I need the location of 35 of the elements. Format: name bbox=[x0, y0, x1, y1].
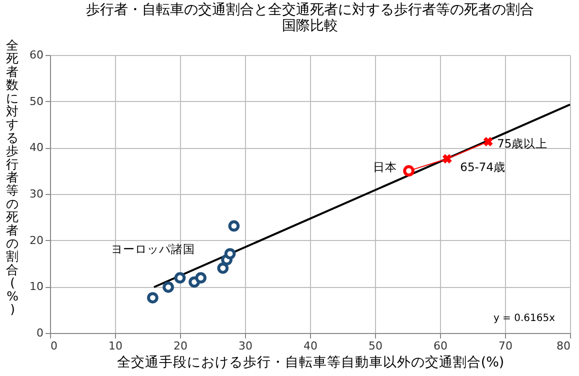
y-tick-label: 30 bbox=[30, 188, 44, 200]
point bbox=[224, 248, 236, 260]
point bbox=[403, 165, 414, 177]
annotation: ヨーロッパ諸国 bbox=[111, 242, 195, 256]
x-tick-label: 10 bbox=[108, 340, 122, 352]
point bbox=[147, 292, 158, 304]
x-tick-label: 0 bbox=[50, 340, 58, 352]
annotation: y = 0.6165x bbox=[493, 313, 556, 324]
y-tick-label: 50 bbox=[30, 94, 44, 108]
x-tick-label: 80 bbox=[556, 340, 570, 352]
x-tick-label: 70 bbox=[498, 340, 512, 352]
x-tick-label: 50 bbox=[368, 340, 382, 352]
x-tick-label: 20 bbox=[174, 340, 188, 352]
point bbox=[174, 272, 186, 284]
y-tick-label: 20 bbox=[30, 234, 44, 247]
annotation: 65-74歳 bbox=[460, 160, 506, 174]
annotation: 日本 bbox=[372, 160, 397, 174]
x-axis-title: 全交通手段における歩行・自転車等自動車以外の交通割合(%) bbox=[116, 354, 504, 370]
y-tick-label: 0 bbox=[36, 326, 44, 340]
y-tick-label: 10 bbox=[30, 280, 44, 294]
point bbox=[195, 272, 206, 284]
point bbox=[483, 136, 493, 146]
x-tick-label: 30 bbox=[238, 340, 252, 352]
text: 全死者数に対する歩行者等の死者の割合(%) bbox=[6, 38, 19, 316]
y-tick-label: 60 bbox=[30, 48, 44, 62]
point bbox=[217, 262, 229, 274]
chart-subtitle: 国際比較 bbox=[282, 18, 338, 34]
point bbox=[228, 220, 240, 232]
x-tick-label: 40 bbox=[304, 340, 318, 352]
point bbox=[442, 154, 452, 164]
annotation: 75歳以上 bbox=[497, 136, 548, 151]
point bbox=[162, 281, 174, 293]
x-tick-label: 60 bbox=[434, 340, 448, 352]
chart-title: 歩行者・自転車の交通割合と全交通死者に対する歩行者等の死者の割合 bbox=[86, 2, 534, 18]
y-tick-label: 40 bbox=[30, 141, 44, 154]
